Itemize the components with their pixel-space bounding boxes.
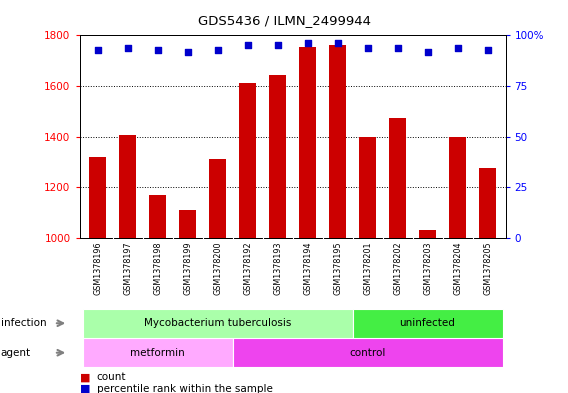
- Text: agent: agent: [1, 348, 31, 358]
- Point: [393, 44, 402, 51]
- Text: percentile rank within the sample: percentile rank within the sample: [97, 384, 273, 393]
- Text: GSM1378199: GSM1378199: [183, 241, 192, 295]
- Point: [303, 40, 312, 47]
- Text: count: count: [97, 372, 126, 382]
- Bar: [119, 135, 136, 238]
- Point: [333, 40, 342, 47]
- Text: GSM1378196: GSM1378196: [93, 241, 102, 295]
- Text: infection: infection: [1, 318, 46, 328]
- Point: [243, 42, 252, 49]
- Bar: [82, 309, 353, 338]
- Text: GSM1378198: GSM1378198: [153, 241, 162, 295]
- Point: [213, 46, 222, 53]
- Point: [93, 46, 102, 53]
- Bar: [89, 157, 106, 238]
- Point: [273, 42, 282, 49]
- Bar: [269, 75, 286, 238]
- Point: [423, 48, 432, 55]
- Text: GSM1378205: GSM1378205: [483, 241, 492, 295]
- Point: [363, 44, 372, 51]
- Text: GSM1378193: GSM1378193: [273, 241, 282, 295]
- Bar: [360, 136, 376, 238]
- Bar: [299, 47, 316, 238]
- Text: GSM1378201: GSM1378201: [363, 241, 372, 295]
- Text: ■: ■: [80, 372, 90, 382]
- Text: uninfected: uninfected: [399, 318, 456, 328]
- Text: GSM1378200: GSM1378200: [213, 241, 222, 295]
- Bar: [179, 210, 196, 238]
- Text: Mycobacterium tuberculosis: Mycobacterium tuberculosis: [144, 318, 291, 328]
- Bar: [239, 83, 256, 238]
- Bar: [449, 136, 466, 238]
- Text: GSM1378194: GSM1378194: [303, 241, 312, 295]
- Bar: [232, 338, 503, 367]
- Text: control: control: [349, 348, 386, 358]
- Point: [483, 46, 492, 53]
- Bar: [329, 46, 346, 238]
- Point: [153, 46, 162, 53]
- Point: [183, 48, 192, 55]
- Text: GSM1378204: GSM1378204: [453, 241, 462, 295]
- Bar: [149, 195, 166, 238]
- Bar: [209, 159, 225, 238]
- Point: [123, 44, 132, 51]
- Text: GSM1378192: GSM1378192: [243, 241, 252, 295]
- Bar: [479, 168, 496, 238]
- Bar: [353, 309, 503, 338]
- Bar: [419, 230, 436, 238]
- Point: [453, 44, 462, 51]
- Text: GSM1378195: GSM1378195: [333, 241, 342, 295]
- Bar: [82, 338, 232, 367]
- Text: GSM1378203: GSM1378203: [423, 241, 432, 295]
- Text: GSM1378202: GSM1378202: [393, 241, 402, 295]
- Text: ■: ■: [80, 384, 90, 393]
- Text: metformin: metformin: [130, 348, 185, 358]
- Text: GDS5436 / ILMN_2499944: GDS5436 / ILMN_2499944: [198, 14, 370, 27]
- Text: GSM1378197: GSM1378197: [123, 241, 132, 295]
- Bar: [389, 118, 406, 238]
